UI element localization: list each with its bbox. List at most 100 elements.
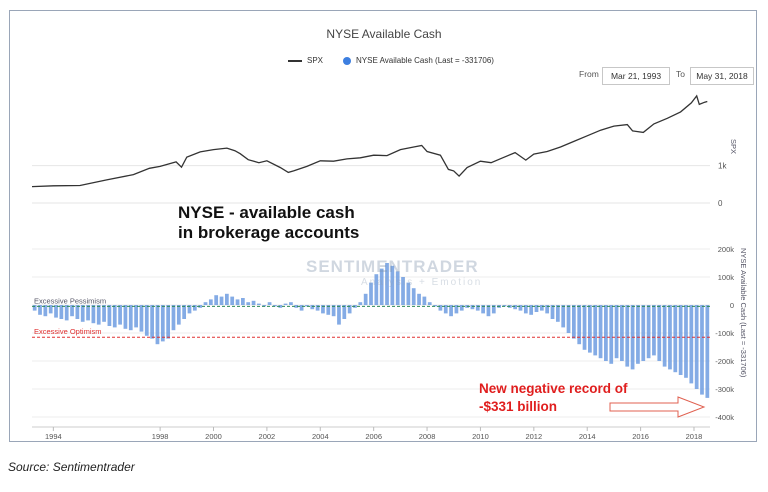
cash-bar: [32, 305, 37, 311]
cash-bar: [208, 299, 213, 305]
cash-bar: [38, 305, 42, 315]
cash-bar: [230, 296, 235, 305]
cash-bar: [358, 302, 363, 305]
cash-bar: [625, 305, 630, 367]
cash-bar: [176, 305, 181, 325]
cash-bar: [182, 305, 187, 319]
range-from-label: From: [579, 69, 599, 79]
range-from-input[interactable]: Mar 21, 1993: [602, 67, 670, 85]
cash-bar: [59, 305, 64, 319]
cash-bar: [523, 305, 528, 314]
cash-tick-label: 100k: [718, 273, 735, 282]
x-tick-label: 2008: [419, 432, 436, 441]
cash-bar: [705, 305, 710, 398]
cash-bar: [262, 305, 267, 307]
cash-tick-label: -300k: [715, 385, 734, 394]
cash-bar: [134, 305, 138, 328]
watermark-title: SENTIMENTRADER: [306, 257, 479, 276]
x-tick-label: 2000: [205, 432, 222, 441]
legend-item-cash[interactable]: NYSE Available Cash (Last = -331706): [343, 56, 494, 65]
headline-line-2: in brokerage accounts: [178, 223, 360, 242]
cash-bar: [614, 305, 619, 359]
spx-tick-label: 1k: [718, 162, 727, 171]
cash-bar: [251, 300, 256, 305]
cash-bar: [662, 305, 667, 367]
cash-bar: [545, 305, 550, 314]
cash-bar: [273, 305, 277, 307]
watermark-subtitle: Analysis + Emotion: [361, 277, 483, 288]
spx-tick-label: 0: [718, 199, 723, 208]
cash-tick-label: -400k: [715, 413, 734, 422]
cash-bar: [401, 277, 405, 305]
cash-bar: [166, 305, 171, 339]
cash-bar: [198, 305, 203, 308]
cash-bar: [299, 305, 304, 311]
cash-bar: [347, 305, 352, 314]
cash-bar: [70, 305, 74, 317]
legend-label-spx: SPX: [307, 56, 324, 65]
cash-bar: [427, 302, 432, 305]
cash-bar: [481, 305, 485, 314]
legend: SPX NYSE Available Cash (Last = -331706): [288, 56, 508, 65]
cash-bar: [337, 305, 341, 325]
cash-bar: [534, 305, 539, 312]
cash-bar: [486, 305, 491, 317]
x-tick-label: 2004: [312, 432, 329, 441]
cash-bar: [646, 305, 651, 359]
cash-bar: [593, 305, 598, 356]
cash-bar: [289, 302, 293, 305]
cash-bar: [652, 305, 656, 356]
cash-bar: [555, 305, 560, 322]
cash-bar: [342, 305, 347, 319]
legend-label-cash: NYSE Available Cash (Last = -331706): [356, 56, 494, 65]
cash-bar: [171, 305, 176, 331]
dot-swatch-icon: [343, 56, 352, 65]
cash-bar: [604, 305, 608, 361]
cash-bar: [192, 305, 197, 311]
cash-bar: [694, 305, 699, 389]
cash-bar: [107, 305, 112, 326]
cash-bar: [305, 305, 309, 307]
record-arrow-icon: [609, 396, 706, 418]
cash-bar: [187, 305, 192, 314]
cash-axis-title: NYSE Available Cash (Last = -331706): [739, 248, 748, 378]
cash-bar: [214, 295, 219, 305]
cash-tick-label: -200k: [715, 357, 734, 366]
cash-bar: [443, 305, 448, 314]
cash-bar: [513, 305, 518, 310]
cash-bar: [48, 305, 53, 314]
range-to-label: To: [676, 69, 685, 79]
cash-bar: [609, 305, 614, 364]
cash-bar: [641, 305, 646, 361]
cash-bar: [294, 305, 299, 308]
x-tick-label: 2014: [579, 432, 596, 441]
cash-bar: [411, 288, 416, 305]
cash-bar: [246, 302, 251, 305]
cash-bar: [80, 305, 85, 322]
cash-bar: [54, 305, 58, 318]
legend-item-spx[interactable]: SPX: [288, 56, 323, 65]
cash-bar: [257, 303, 261, 305]
cash-bar: [241, 298, 245, 305]
cash-bar: [491, 305, 496, 314]
cash-bar: [369, 282, 373, 305]
cash-bar: [224, 293, 229, 305]
cash-bar: [684, 305, 688, 378]
cash-bar: [123, 305, 128, 329]
cash-bar: [539, 305, 544, 311]
cash-bar: [459, 305, 464, 311]
range-to-input[interactable]: May 31, 2018: [690, 67, 754, 85]
chart-canvas: 1k 0 200k 100k 0 -100k -200k -300k -400k Excessiv…: [31, 94, 735, 441]
cash-bar: [278, 305, 283, 308]
cash-bar: [502, 305, 507, 307]
cash-bar: [235, 299, 240, 305]
record-label-line-1: New negative record of: [479, 381, 628, 396]
cash-bar: [561, 305, 566, 328]
x-tick-label: 1998: [152, 432, 169, 441]
cash-bar: [438, 305, 443, 311]
cash-bar: [572, 305, 576, 339]
x-tick-label: 2002: [259, 432, 276, 441]
cash-bar: [64, 305, 69, 321]
cash-bar: [43, 305, 48, 317]
cash-bar: [449, 305, 453, 317]
